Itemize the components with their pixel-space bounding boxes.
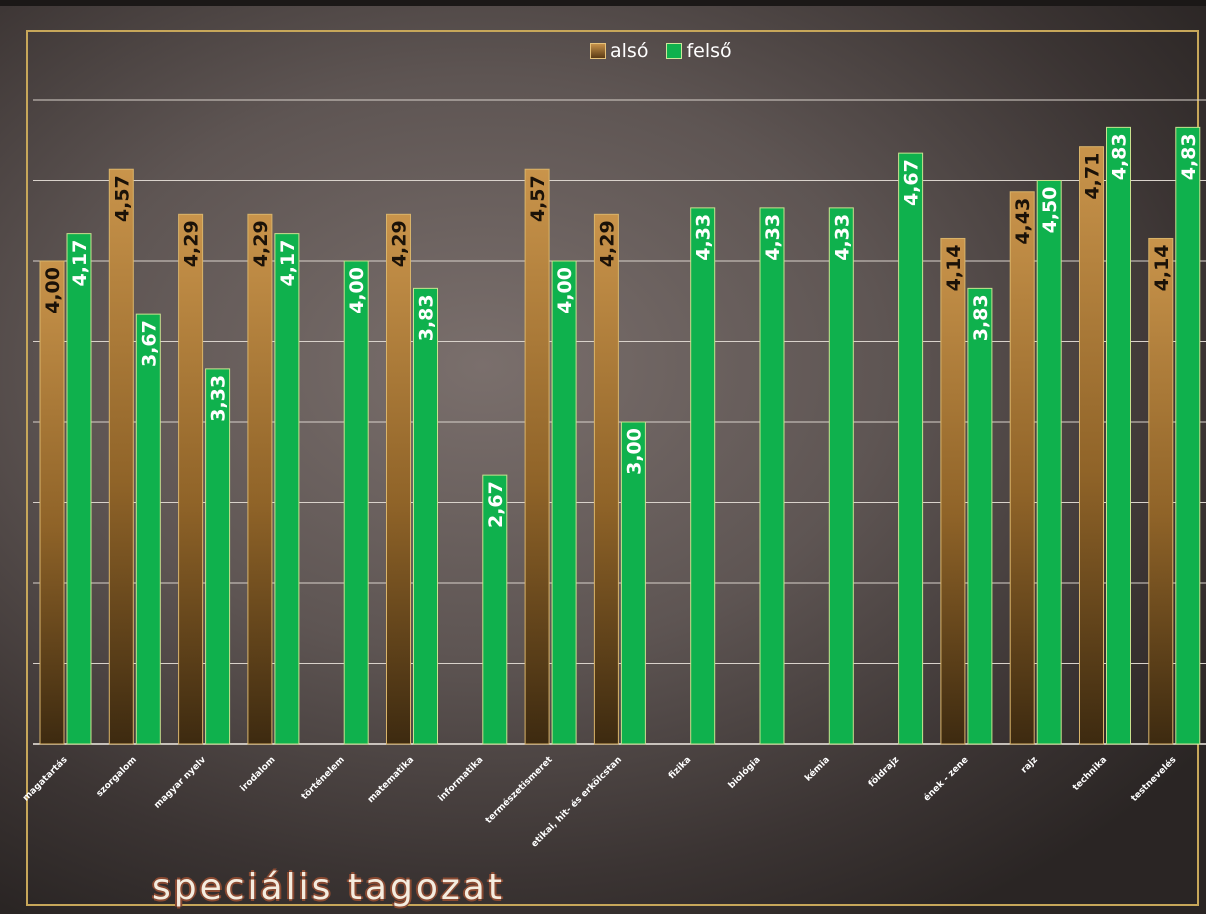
legend-item-felso: felső [666,40,732,62]
data-label-felso-5: 3,83 [416,294,438,341]
data-label-felso-9: 4,33 [693,214,715,261]
x-tick-label-1: szorgalom [95,755,139,799]
x-tick-label-13: ének - zene [921,754,970,803]
data-label-also-0: 4,00 [42,267,64,314]
data-label-felso-14: 4,50 [1039,187,1061,234]
bar-group [39,126,1201,745]
data-label-also-3: 4,29 [250,220,272,267]
data-label-felso-11: 4,33 [831,214,853,261]
data-label-also-7: 4,57 [527,175,549,222]
x-tick-label-10: biológia [726,754,762,790]
data-label-felso-12: 4,67 [901,159,923,206]
bar-also-13 [940,237,966,745]
data-label-felso-3: 4,17 [277,240,299,287]
x-tick-label-2: magyar nyelv [153,755,209,811]
x-tick-label-14: rajz [1019,755,1039,775]
bar-felso-2 [205,368,231,745]
x-tick-label-12: földrajz [867,755,901,789]
chart-title: speciális tagozat [152,867,505,908]
data-label-felso-13: 3,83 [970,294,992,341]
data-label-also-14: 4,43 [1012,198,1034,245]
data-label-felso-1: 3,67 [138,320,160,367]
x-tick-label-6: informatika [437,755,486,804]
bar-also-1 [108,168,134,745]
data-label-also-16: 4,14 [1151,244,1173,291]
bar-felso-16 [1175,126,1201,745]
x-tick-label-7: természetismeret [483,754,555,826]
bar-felso-7 [551,260,577,745]
data-label-felso-6: 2,67 [485,481,507,528]
bar-felso-1 [135,313,161,745]
bar-also-8 [593,213,619,745]
bar-felso-6 [482,474,508,745]
bar-felso-0 [66,233,92,745]
data-label-also-8: 4,29 [596,220,618,267]
bar-also-3 [247,213,273,745]
bar-felso-10 [759,207,785,745]
bar-felso-14 [1036,180,1062,745]
data-label-felso-0: 4,17 [69,240,91,287]
data-label-also-15: 4,71 [1082,153,1104,200]
x-tick-label-11: kémia [803,754,832,783]
legend-swatch-felso [666,43,683,59]
x-tick-label-15: technika [1071,755,1109,793]
data-label-also-5: 4,29 [389,220,411,267]
x-tick-label-16: testnevelés [1129,754,1179,804]
legend-label-felso: felső [686,40,732,62]
bar-felso-5 [413,287,438,745]
bar-felso-4 [343,260,369,745]
x-tick-label-9: fizika [667,755,693,781]
data-label-felso-16: 4,83 [1178,133,1200,180]
bar-felso-13 [967,287,993,745]
data-label-also-1: 4,57 [111,175,133,222]
legend-label-also: alsó [610,40,649,62]
bar-felso-15 [1106,126,1131,745]
x-tick-label-5: matematika [366,755,416,805]
bar-also-0 [39,260,65,745]
bar-felso-8 [620,421,646,745]
bar-felso-11 [828,207,854,745]
legend-item-also: alsó [590,40,648,62]
data-label-felso-15: 4,83 [1109,133,1131,180]
data-label-also-2: 4,29 [181,220,203,267]
bar-felso-12 [898,152,924,745]
x-tick-label-0: magatartás [21,755,69,803]
data-label-felso-10: 4,33 [762,214,784,261]
legend: alsó felső [590,40,744,62]
data-label-felso-7: 4,00 [554,267,576,314]
legend-swatch-also [590,43,606,59]
data-label-also-13: 4,14 [943,244,965,291]
bar-also-5 [386,213,411,745]
bar-also-16 [1148,237,1174,745]
bar-felso-3 [274,233,300,745]
x-tick-label-4: történelem [299,754,347,802]
bar-also-15 [1079,146,1104,745]
top-bar [0,0,1206,6]
data-label-felso-2: 3,33 [208,375,230,422]
x-tick-label-3: irodalom [239,755,278,794]
bar-also-2 [178,213,204,745]
data-label-felso-8: 3,00 [623,428,645,475]
value-labels: 4,004,174,573,674,293,334,29 4,174,004,29… [42,133,1200,528]
bar-felso-9 [690,207,716,745]
bar-also-14 [1009,191,1035,745]
data-label-felso-4: 4,00 [346,267,368,314]
x-tick-labels: magatartás szorgalom magyar nyelv irodalom t… [21,754,1178,850]
bar-also-7 [524,168,550,745]
